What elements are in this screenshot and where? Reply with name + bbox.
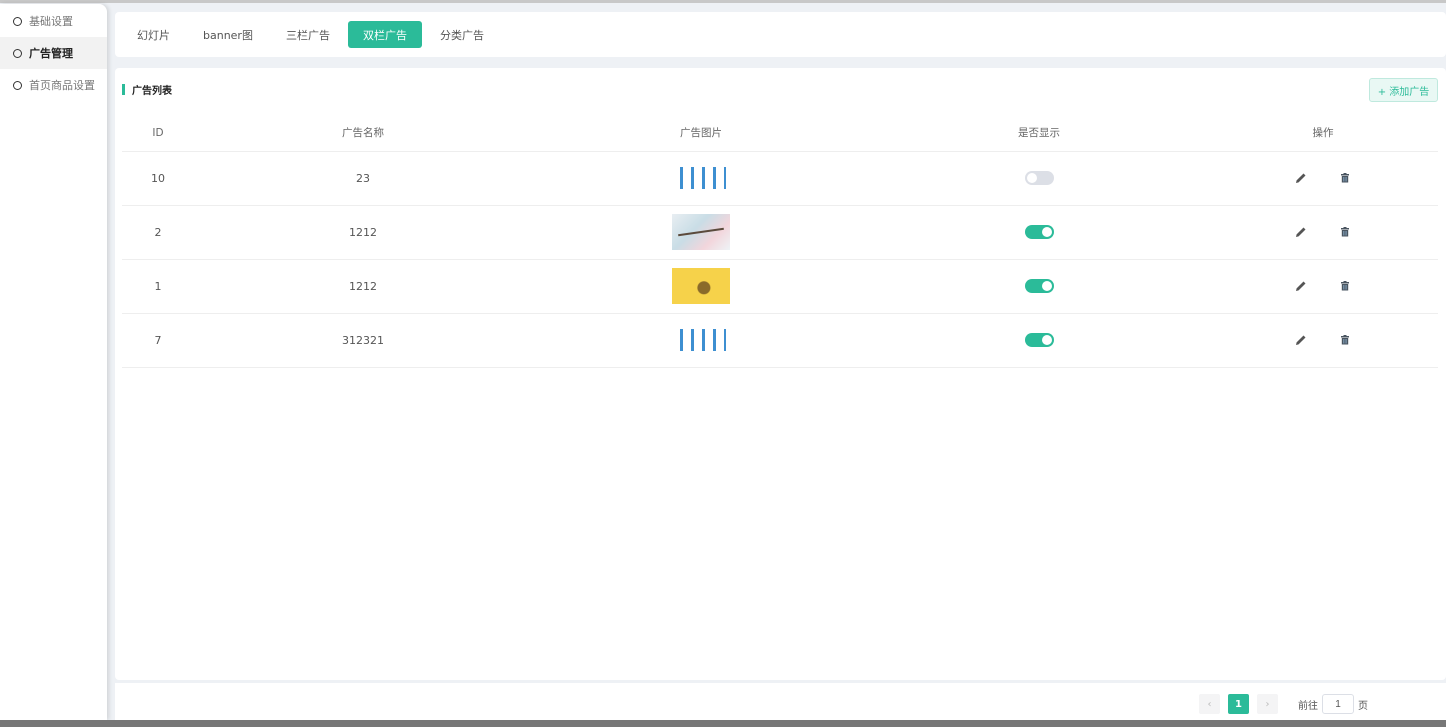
col-image: 广告图片 xyxy=(532,115,870,152)
page-1-button[interactable]: 1 xyxy=(1228,694,1249,714)
tab-three-column[interactable]: 三栏广告 xyxy=(285,28,330,42)
cell-image xyxy=(532,313,870,368)
title-accent-bar xyxy=(122,84,125,95)
table-row: 2 1212 xyxy=(122,205,1438,260)
next-page-button[interactable]: › xyxy=(1257,694,1278,714)
cell-show xyxy=(870,151,1208,206)
sidebar-item-label: 首页商品设置 xyxy=(29,79,95,92)
col-id: ID xyxy=(122,115,194,152)
col-name: 广告名称 xyxy=(194,115,532,152)
ad-thumbnail[interactable] xyxy=(672,160,730,196)
show-toggle[interactable] xyxy=(1024,171,1054,185)
cell-actions xyxy=(1208,313,1438,368)
delete-trash-icon[interactable] xyxy=(1338,279,1352,293)
add-ad-button[interactable]: + 添加广告 xyxy=(1369,78,1438,102)
cell-image xyxy=(532,259,870,314)
tab-category[interactable]: 分类广告 xyxy=(439,28,484,42)
sidebar-item-home-goods[interactable]: 首页商品设置 xyxy=(0,69,107,101)
cell-show xyxy=(870,313,1208,368)
prev-page-button[interactable]: ‹ xyxy=(1199,694,1220,714)
cell-id: 10 xyxy=(122,151,194,206)
tab-two-column[interactable]: 双栏广告 xyxy=(347,21,422,48)
ad-list-card: 广告列表 + 添加广告 ID 广告名称 广告图片 是否显示 操作 10 23 2… xyxy=(115,68,1446,680)
circle-icon xyxy=(13,16,22,26)
pagination: ‹ 1 › 前往 页 xyxy=(115,683,1446,720)
sidebar-item-ads[interactable]: 广告管理 xyxy=(0,37,107,69)
delete-trash-icon[interactable] xyxy=(1338,171,1352,185)
col-actions: 操作 xyxy=(1208,115,1438,152)
show-toggle[interactable] xyxy=(1024,225,1054,239)
edit-pencil-icon[interactable] xyxy=(1294,171,1308,185)
cell-actions xyxy=(1208,205,1438,260)
edit-pencil-icon[interactable] xyxy=(1294,333,1308,347)
table-row: 7 312321 xyxy=(122,313,1438,368)
show-toggle[interactable] xyxy=(1024,333,1054,347)
section-title: 广告列表 xyxy=(122,82,172,97)
show-toggle[interactable] xyxy=(1024,279,1054,293)
cell-image xyxy=(532,205,870,260)
ad-thumbnail[interactable] xyxy=(672,214,730,250)
cell-id: 7 xyxy=(122,313,194,368)
sidebar: 基础设置 广告管理 首页商品设置 xyxy=(0,4,107,720)
table-row: 1 1212 xyxy=(122,259,1438,314)
circle-icon xyxy=(13,48,22,58)
delete-trash-icon[interactable] xyxy=(1338,333,1352,347)
goto-page-input[interactable] xyxy=(1322,694,1354,714)
goto-page: 前往 页 xyxy=(1298,694,1368,714)
ad-table: ID 广告名称 广告图片 是否显示 操作 10 23 2 1212 1 1212… xyxy=(122,115,1438,368)
cell-actions xyxy=(1208,151,1438,206)
edit-pencil-icon[interactable] xyxy=(1294,279,1308,293)
sidebar-item-basic[interactable]: 基础设置 xyxy=(0,5,107,37)
cell-id: 1 xyxy=(122,259,194,314)
ad-thumbnail[interactable] xyxy=(672,322,730,358)
table-row: 10 23 xyxy=(122,151,1438,206)
cell-show xyxy=(870,205,1208,260)
circle-icon xyxy=(13,80,22,90)
goto-label: 前往 xyxy=(1298,700,1318,712)
bottom-overlay xyxy=(0,720,1446,727)
top-border xyxy=(0,0,1446,3)
cell-id: 2 xyxy=(122,205,194,260)
tab-banner[interactable]: banner图 xyxy=(203,28,253,42)
cell-name: 1212 xyxy=(194,205,532,260)
ad-thumbnail[interactable] xyxy=(672,268,730,304)
sidebar-item-label: 基础设置 xyxy=(29,15,73,28)
cell-name: 312321 xyxy=(194,313,532,368)
cell-name: 1212 xyxy=(194,259,532,314)
sidebar-item-label: 广告管理 xyxy=(29,47,73,60)
edit-pencil-icon[interactable] xyxy=(1294,225,1308,239)
section-title-text: 广告列表 xyxy=(132,86,172,97)
cell-name: 23 xyxy=(194,151,532,206)
cell-actions xyxy=(1208,259,1438,314)
cell-image xyxy=(532,151,870,206)
col-show: 是否显示 xyxy=(870,115,1208,152)
tab-slides[interactable]: 幻灯片 xyxy=(137,28,170,42)
tab-bar: 幻灯片 banner图 三栏广告 双栏广告 分类广告 xyxy=(115,12,1446,57)
page-suffix: 页 xyxy=(1358,700,1368,712)
delete-trash-icon[interactable] xyxy=(1338,225,1352,239)
cell-show xyxy=(870,259,1208,314)
